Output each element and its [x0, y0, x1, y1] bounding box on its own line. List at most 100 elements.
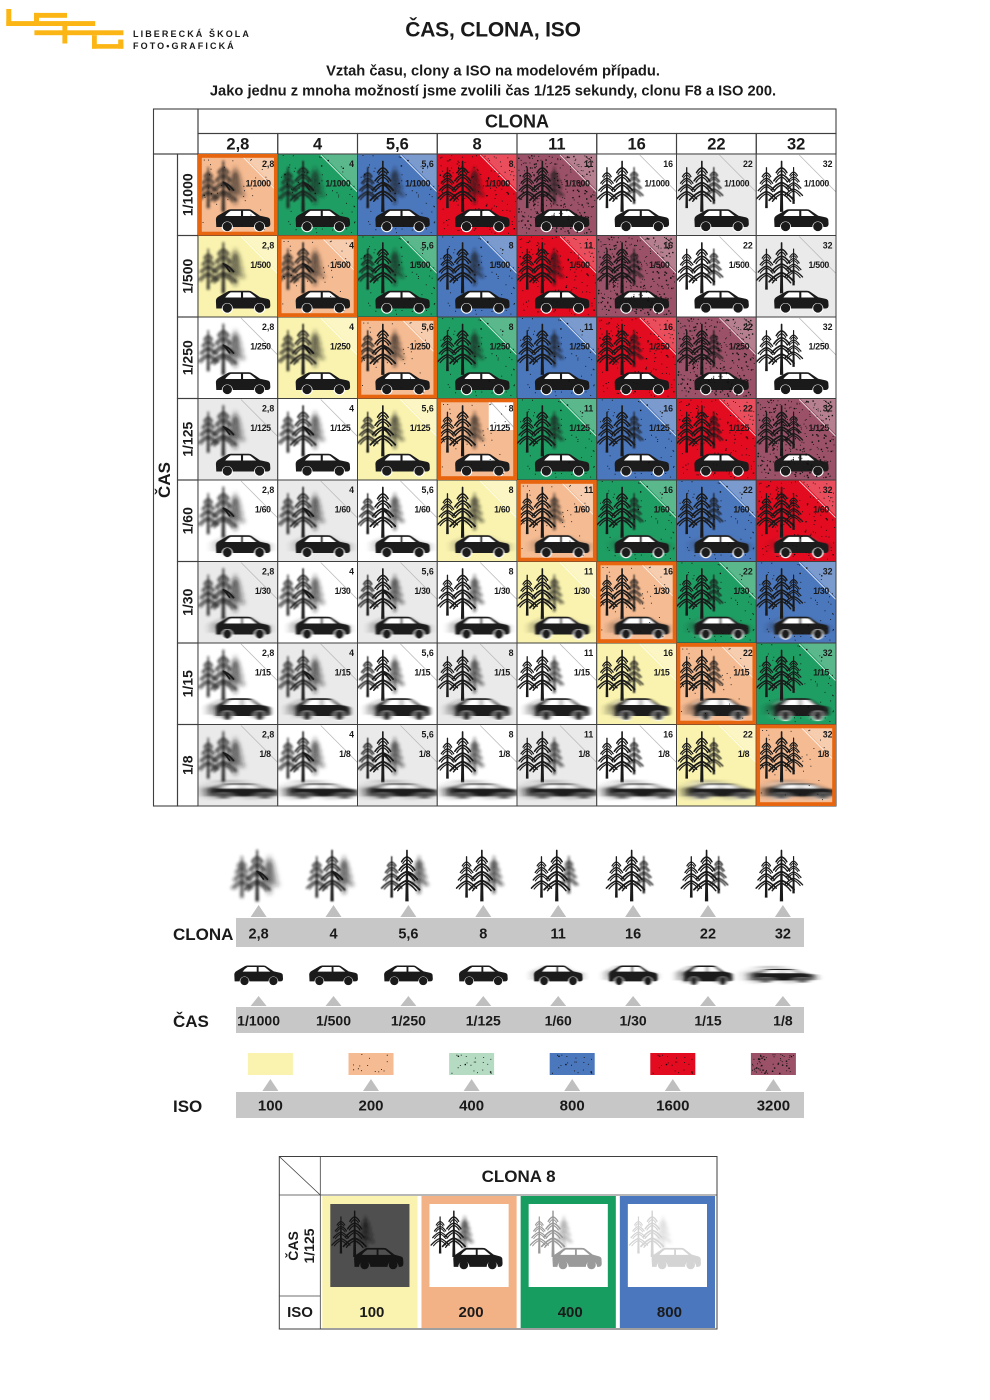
svg-text:2,8: 2,8 — [262, 159, 274, 169]
svg-text:2,8: 2,8 — [262, 648, 274, 658]
svg-text:1/1000: 1/1000 — [644, 179, 670, 189]
svg-text:1/15: 1/15 — [654, 668, 670, 678]
svg-text:2,8: 2,8 — [262, 322, 274, 332]
svg-text:22: 22 — [743, 567, 753, 577]
svg-text:22: 22 — [743, 322, 753, 332]
svg-text:32: 32 — [823, 648, 833, 658]
svg-text:22: 22 — [743, 241, 753, 251]
svg-text:1/30: 1/30 — [813, 586, 829, 596]
svg-text:16: 16 — [625, 927, 641, 943]
svg-text:1/125: 1/125 — [729, 423, 750, 433]
svg-text:22: 22 — [743, 159, 753, 169]
svg-text:1/125: 1/125 — [330, 423, 351, 433]
svg-text:4: 4 — [313, 136, 323, 154]
svg-text:8: 8 — [509, 648, 514, 658]
svg-text:5,6: 5,6 — [422, 404, 434, 414]
svg-text:1/30: 1/30 — [619, 1013, 646, 1029]
svg-text:8: 8 — [509, 730, 514, 740]
svg-text:1/8: 1/8 — [419, 749, 431, 759]
svg-text:1/8: 1/8 — [818, 749, 830, 759]
svg-text:1/8: 1/8 — [259, 749, 271, 759]
svg-text:LIBERECKÁ ŠKOLA: LIBERECKÁ ŠKOLA — [133, 28, 251, 39]
svg-text:1/500: 1/500 — [569, 260, 590, 270]
svg-text:2,8: 2,8 — [249, 927, 269, 943]
svg-text:1/125: 1/125 — [649, 423, 670, 433]
svg-text:5,6: 5,6 — [422, 241, 434, 251]
svg-text:8: 8 — [509, 404, 514, 414]
svg-text:1/500: 1/500 — [180, 259, 196, 294]
svg-text:1/60: 1/60 — [654, 505, 670, 515]
svg-text:1/125: 1/125 — [808, 423, 829, 433]
svg-text:ČAS: ČAS — [284, 1231, 301, 1261]
svg-text:1/30: 1/30 — [494, 586, 510, 596]
svg-text:1/1000: 1/1000 — [325, 179, 351, 189]
svg-text:1/15: 1/15 — [414, 668, 430, 678]
svg-text:5,6: 5,6 — [422, 485, 434, 495]
svg-text:22: 22 — [743, 485, 753, 495]
svg-text:8: 8 — [473, 136, 482, 154]
svg-text:1/30: 1/30 — [733, 586, 749, 596]
svg-text:ČAS: ČAS — [173, 1012, 209, 1031]
svg-text:8: 8 — [509, 159, 514, 169]
svg-text:1/15: 1/15 — [335, 668, 351, 678]
svg-text:16: 16 — [663, 485, 673, 495]
svg-text:1/15: 1/15 — [180, 670, 196, 697]
svg-text:4: 4 — [349, 159, 354, 169]
svg-text:1/1000: 1/1000 — [180, 173, 196, 216]
svg-text:1/8: 1/8 — [658, 749, 670, 759]
svg-text:1/1000: 1/1000 — [565, 179, 591, 189]
svg-text:11: 11 — [584, 241, 593, 251]
svg-text:1/15: 1/15 — [813, 668, 829, 678]
svg-text:5,6: 5,6 — [422, 567, 434, 577]
svg-text:Jako jednu z mnoha možností js: Jako jednu z mnoha možností jsme zvolili… — [210, 84, 776, 100]
svg-text:5,6: 5,6 — [422, 159, 434, 169]
svg-text:1/8: 1/8 — [738, 749, 750, 759]
svg-text:32: 32 — [823, 567, 833, 577]
svg-text:1/8: 1/8 — [499, 749, 511, 759]
svg-text:11: 11 — [584, 485, 593, 495]
svg-text:1/250: 1/250 — [250, 342, 271, 352]
svg-text:1/250: 1/250 — [569, 342, 590, 352]
svg-text:1/60: 1/60 — [574, 505, 590, 515]
svg-text:8: 8 — [479, 927, 487, 943]
svg-text:1/500: 1/500 — [729, 260, 750, 270]
svg-text:1/250: 1/250 — [729, 342, 750, 352]
svg-text:16: 16 — [663, 241, 673, 251]
svg-text:100: 100 — [359, 1304, 384, 1321]
svg-text:4: 4 — [349, 567, 354, 577]
svg-text:16: 16 — [663, 404, 673, 414]
svg-text:1/1000: 1/1000 — [405, 179, 431, 189]
svg-text:1/15: 1/15 — [494, 668, 510, 678]
svg-text:2,8: 2,8 — [262, 730, 274, 740]
svg-text:400: 400 — [558, 1304, 583, 1321]
svg-text:2,8: 2,8 — [262, 485, 274, 495]
svg-text:1/30: 1/30 — [654, 586, 670, 596]
svg-text:5,6: 5,6 — [422, 730, 434, 740]
svg-text:1/500: 1/500 — [330, 260, 351, 270]
svg-text:1/125: 1/125 — [180, 422, 196, 457]
svg-text:1/15: 1/15 — [255, 668, 271, 678]
svg-text:32: 32 — [823, 159, 833, 169]
svg-text:11: 11 — [584, 730, 593, 740]
svg-text:16: 16 — [663, 648, 673, 658]
svg-text:1/30: 1/30 — [414, 586, 430, 596]
svg-text:2,8: 2,8 — [262, 567, 274, 577]
svg-text:4: 4 — [349, 404, 354, 414]
svg-text:1/250: 1/250 — [489, 342, 510, 352]
svg-text:1/15: 1/15 — [574, 668, 590, 678]
svg-text:2,8: 2,8 — [226, 136, 249, 154]
svg-text:ISO: ISO — [287, 1304, 313, 1321]
svg-text:4: 4 — [329, 927, 337, 943]
svg-text:ČAS: ČAS — [155, 462, 174, 498]
svg-text:100: 100 — [258, 1098, 283, 1115]
svg-text:11: 11 — [584, 404, 593, 414]
svg-text:1/1000: 1/1000 — [804, 179, 830, 189]
svg-text:1600: 1600 — [656, 1098, 689, 1115]
svg-text:1/60: 1/60 — [494, 505, 510, 515]
svg-text:800: 800 — [657, 1304, 682, 1321]
svg-text:ČAS, CLONA, ISO: ČAS, CLONA, ISO — [405, 18, 581, 42]
svg-text:1/15: 1/15 — [733, 668, 749, 678]
svg-text:1/250: 1/250 — [649, 342, 670, 352]
svg-text:4: 4 — [349, 485, 354, 495]
svg-text:1/30: 1/30 — [255, 586, 271, 596]
